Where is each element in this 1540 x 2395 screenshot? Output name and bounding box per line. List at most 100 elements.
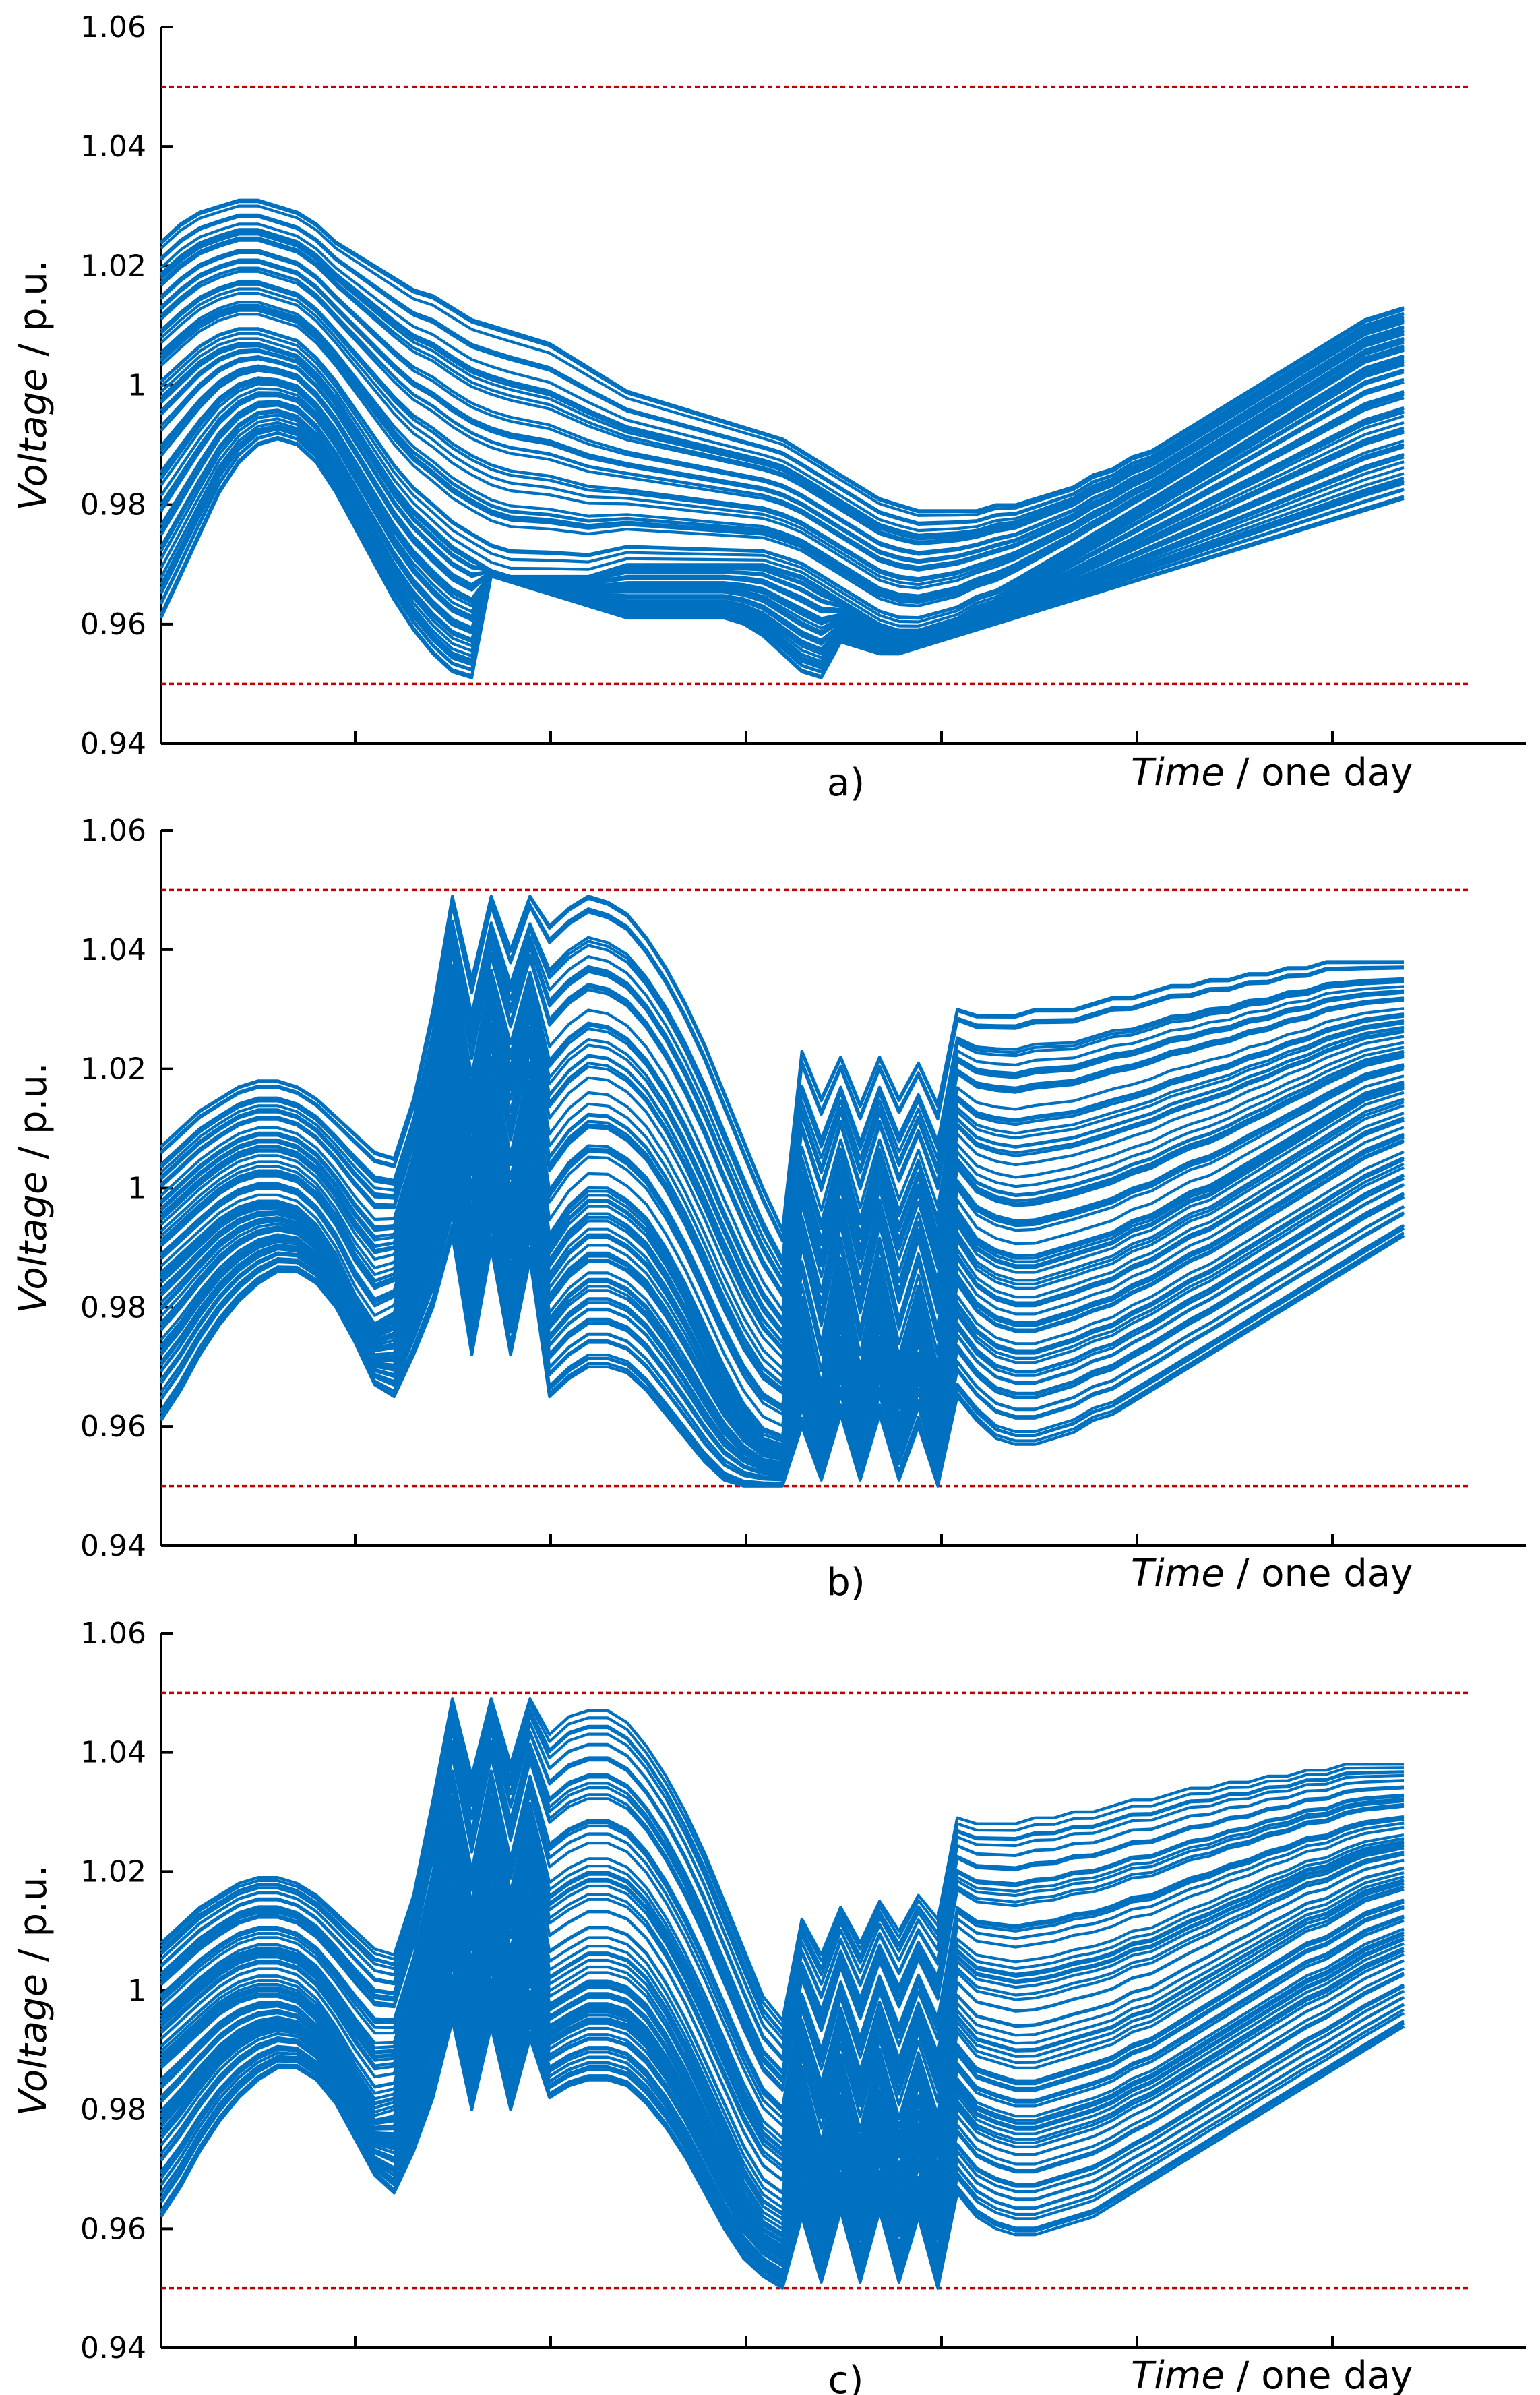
voltage-trace [160,1857,1405,2215]
voltage-trace [160,1976,1405,2273]
voltage-trace [160,1745,1405,2080]
voltage-trace [160,337,1405,628]
voltage-trace [160,1713,1405,2040]
x-axis-title-italic: Time [1131,1552,1225,1596]
y-axis-title: Voltage / p.u. [11,1865,55,2116]
x-axis-title: Time / one day [1131,751,1413,795]
voltage-trace [160,1053,1405,1416]
voltage-trace [160,1147,1405,1464]
y-tick-label: 1 [127,1172,146,1206]
voltage-trace [160,1739,1405,2073]
voltage-trace [160,931,1405,1274]
series-lower-envelope [160,437,1405,679]
y-tick-label: 1.06 [80,10,146,44]
chart-panel-a: 1.06 1.04 1.02 1 0.98 0.96 0.94 Voltage / p.u. T… [11,10,1526,805]
voltage-trace [160,1852,1405,2210]
voltage-trace [160,348,1405,633]
series-middle-series [160,342,1405,632]
voltage-traces [160,895,1405,1488]
y-tick-label: 0.94 [80,727,146,761]
voltage-trace [160,981,1405,1333]
voltage-trace [160,1846,1405,2202]
y-tick-label: 0.96 [80,1409,146,1444]
series-middle-series [160,1079,1405,1446]
voltage-trace [160,1778,1405,2120]
voltage-trace [160,1755,1405,2092]
voltage-trace [160,1702,1405,2028]
chart-panel-c: 1.06 1.04 1.02 1 0.98 0.96 0.94 Voltage / p.u. T… [11,1616,1526,2395]
voltage-trace [160,1004,1405,1360]
voltage-trace [160,387,1405,642]
series-lower-envelope [160,1234,1405,1488]
voltage-trace [160,408,1405,650]
chart-panel-b: 1.06 1.04 1.02 1 0.98 0.96 0.94 Voltage / p.u. T… [11,814,1526,1604]
y-axis-title-italic: Voltage [11,368,55,510]
series-lower-envelope [160,2019,1405,2290]
voltage-trace [160,393,1405,644]
y-tick-label: 1.06 [80,814,146,848]
y-tick-label: 0.98 [80,488,146,522]
voltage-trace [160,996,1405,1350]
voltage-trace [160,301,1405,597]
voltage-trace [160,1027,1405,1387]
voltage-trace [160,1794,1405,2140]
voltage-trace [160,964,1405,1312]
y-tick-label: 1 [127,1974,146,2008]
y-axis-title-italic: Voltage [11,1171,55,1313]
voltage-trace [160,902,1405,1240]
voltage-trace [160,421,1405,663]
voltage-trace [160,355,1405,635]
voltage-trace [160,1769,1405,2109]
voltage-trace [160,1720,1405,2049]
voltage-trace [160,1799,1405,2146]
y-axis-title-unit: / p.u. [11,1865,55,1974]
voltage-trace [160,1803,1405,2150]
voltage-trace [160,1708,1405,2036]
panel-label: a) [827,761,865,805]
series-middle-series [160,1870,1405,2231]
voltage-trace [160,424,1405,666]
voltage-trace [160,949,1405,1296]
voltage-trace [160,1809,1405,2156]
voltage-trace [160,417,1405,659]
voltage-trace [160,1014,1405,1370]
panel-label: c) [828,2359,864,2395]
voltage-trace [160,1748,1405,2084]
voltage-trace [160,1956,1405,2265]
series-upper-envelope [160,198,1405,512]
voltage-trace [160,1821,1405,2172]
x-axis-title-italic: Time [1131,751,1225,795]
voltage-trace [160,1033,1405,1393]
voltage-trace [160,1818,1405,2168]
y-tick-label: 1 [127,369,146,403]
voltage-trace [160,1730,1405,2061]
voltage-trace [160,214,1405,526]
voltage-trace [160,985,1405,1337]
voltage-trace [160,327,1405,619]
voltage-trace [160,222,1405,533]
voltage-trace [160,292,1405,590]
voltage-trace [160,971,1405,1321]
voltage-trace [160,258,1405,562]
voltage-trace [160,937,1405,1281]
voltage-trace [160,1913,1405,2247]
voltage-trace [160,1881,1405,2235]
y-tick-label: 0.98 [80,2093,146,2127]
x-axis-title: Time / one day [1131,1552,1413,1596]
voltage-trace [160,413,1405,655]
voltage-trace [160,382,1405,641]
y-axis-title-italic: Voltage [11,1974,55,2116]
voltage-trace [160,1063,1405,1428]
x-axis-title-unit: / one day [1225,2354,1413,2395]
y-axis-title: Voltage / p.u. [11,1062,55,1313]
voltage-trace [160,1995,1405,2280]
voltage-traces [160,198,1405,679]
voltage-trace [160,1773,1405,2114]
voltage-trace [160,919,1405,1261]
x-axis-title-unit: / one day [1225,1552,1413,1596]
y-tick-label: 1.06 [80,1616,146,1651]
voltage-trace [160,376,1405,640]
series-upper-envelope [160,895,1404,1232]
series-upper-envelope [160,1697,1404,2022]
